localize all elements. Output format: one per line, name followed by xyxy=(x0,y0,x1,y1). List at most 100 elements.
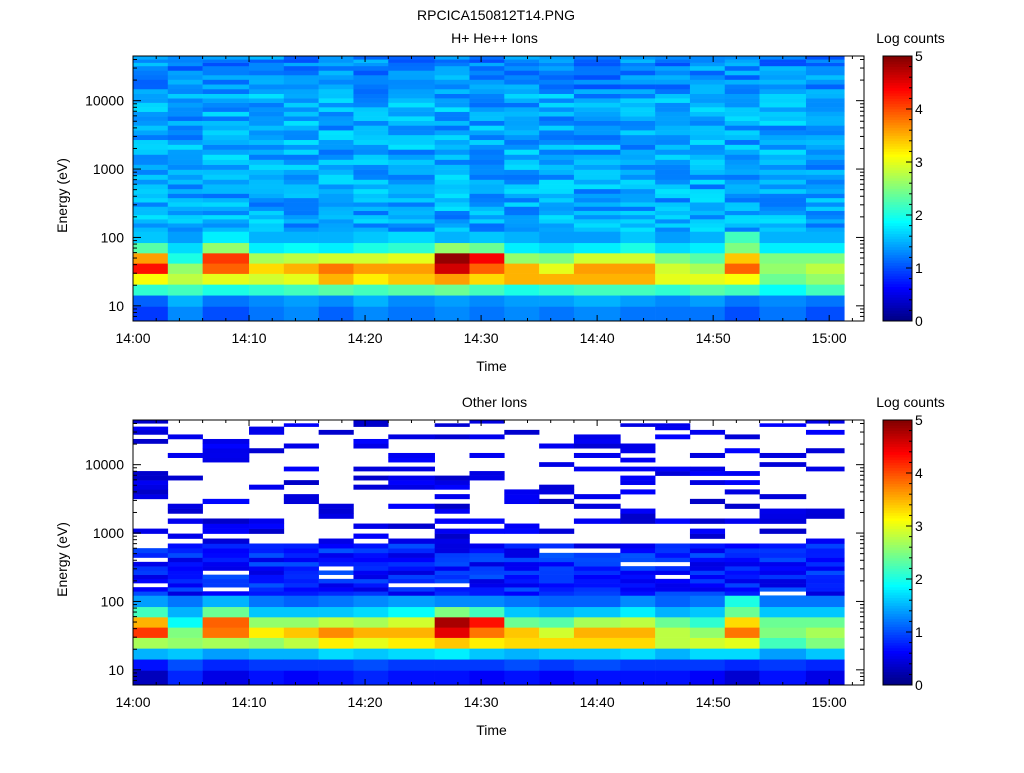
heatmap-cell xyxy=(573,154,621,160)
heatmap-cell xyxy=(759,566,807,571)
heatmap-cell xyxy=(759,62,807,67)
heatmap-cell xyxy=(504,561,540,567)
colorbar-step xyxy=(883,541,912,545)
heatmap-cell xyxy=(434,210,470,216)
heatmap-cell xyxy=(805,98,845,103)
heatmap-cell xyxy=(689,70,726,76)
heatmap-cell xyxy=(167,231,203,244)
heatmap-cell xyxy=(724,149,760,155)
heatmap-cell xyxy=(805,102,845,108)
heatmap-cell xyxy=(249,102,285,108)
heatmap-cell xyxy=(283,210,319,216)
heatmap-cell xyxy=(434,206,470,211)
heatmap-cell xyxy=(724,434,760,440)
heatmap-cell xyxy=(539,595,575,608)
heatmap-cell xyxy=(167,62,203,67)
heatmap-cell xyxy=(539,144,575,150)
heatmap-cell xyxy=(539,184,575,190)
heatmap-cell xyxy=(724,93,760,99)
heatmap-cell xyxy=(759,670,807,686)
heatmap-cell xyxy=(759,617,807,628)
heatmap-cell xyxy=(249,62,285,67)
heatmap-cell xyxy=(202,227,250,232)
heatmap-cell xyxy=(620,219,656,224)
heatmap-cell xyxy=(388,503,435,509)
heatmap-cell xyxy=(133,648,169,660)
heatmap-cell xyxy=(620,139,656,145)
heatmap-cell xyxy=(283,227,319,232)
heatmap-cell xyxy=(724,84,760,90)
heatmap-cell xyxy=(539,552,575,558)
x-tick-label: 15:00 xyxy=(812,694,847,710)
heatmap-cell xyxy=(202,197,250,203)
heatmap-cell xyxy=(167,74,203,80)
heatmap-cell xyxy=(805,606,845,618)
heatmap-cell xyxy=(469,627,505,638)
heatmap-cell xyxy=(573,139,621,145)
heatmap-cell xyxy=(539,566,575,571)
heatmap-cell xyxy=(724,65,760,71)
colorbar-step xyxy=(883,201,912,205)
heatmap-cell xyxy=(167,595,203,608)
heatmap-cell xyxy=(759,164,807,170)
heatmap-cell xyxy=(539,174,575,180)
colorbar-step xyxy=(883,560,912,564)
heatmap-cell xyxy=(133,107,169,112)
heatmap-cell xyxy=(469,606,505,618)
heatmap-cell xyxy=(434,659,470,671)
heatmap-cell xyxy=(759,79,807,85)
heatmap-cell xyxy=(689,84,726,90)
colorbar-step xyxy=(883,164,912,168)
heatmap-cell xyxy=(655,197,691,203)
heatmap-cell xyxy=(469,253,505,264)
colorbar-step xyxy=(883,504,912,508)
heatmap-cell xyxy=(655,263,691,274)
heatmap-cell xyxy=(724,253,760,264)
heatmap-cell xyxy=(759,179,807,185)
heatmap-cell xyxy=(689,107,726,112)
heatmap-cell xyxy=(283,617,319,628)
heatmap-cell xyxy=(167,79,203,85)
heatmap-cell xyxy=(689,149,726,155)
heatmap-cell xyxy=(724,154,760,160)
heatmap-cell xyxy=(283,284,319,296)
heatmap-cell xyxy=(353,120,389,126)
heatmap-cell xyxy=(759,273,807,285)
heatmap-cell xyxy=(469,74,505,80)
heatmap-cell xyxy=(620,214,656,220)
heatmap-cell xyxy=(689,583,726,588)
heatmap-cell xyxy=(469,659,505,671)
colorbar-step xyxy=(883,637,912,641)
colorbar-step xyxy=(883,209,912,213)
heatmap-cell xyxy=(655,144,691,150)
heatmap-cell xyxy=(805,139,845,145)
heatmap-cell xyxy=(202,566,250,571)
heatmap-cell xyxy=(434,306,470,322)
colorbar-step xyxy=(883,563,912,567)
heatmap-cell xyxy=(388,79,435,85)
heatmap-cell xyxy=(469,130,505,136)
heatmap-cell xyxy=(167,206,203,211)
heatmap-cell xyxy=(318,617,354,628)
heatmap-cell xyxy=(202,452,250,458)
heatmap-cell xyxy=(573,466,621,472)
heatmap-cell xyxy=(388,227,435,232)
colorbar-step xyxy=(883,177,912,181)
heatmap-cell xyxy=(388,670,435,686)
heatmap-cell xyxy=(689,193,726,199)
heatmap-cell xyxy=(202,223,250,228)
heatmap-cell xyxy=(167,70,203,76)
heatmap-cell xyxy=(133,627,169,638)
heatmap-cell xyxy=(353,543,389,549)
colorbar-step xyxy=(883,682,912,686)
heatmap-cell xyxy=(283,587,319,592)
heatmap-cell xyxy=(133,242,169,254)
heatmap-cell xyxy=(759,508,807,514)
heatmap-cell xyxy=(202,125,250,131)
heatmap-cell xyxy=(620,543,656,549)
heatmap-cell xyxy=(759,528,807,534)
heatmap-cell xyxy=(759,583,807,588)
colorbar-step xyxy=(883,254,912,258)
heatmap-cell xyxy=(249,523,285,529)
